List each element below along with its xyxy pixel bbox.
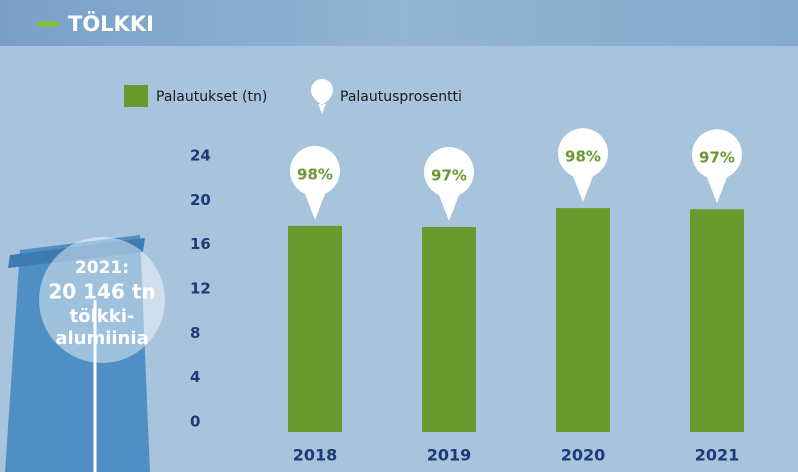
legend-label: Palautusprosentti (340, 89, 462, 105)
y-tick-label: 0 (190, 413, 200, 431)
x-tick-label: 2020 (561, 446, 606, 465)
y-tick-label: 12 (190, 280, 211, 298)
percent-label: 98% (297, 165, 333, 183)
y-tick-label: 24 (190, 147, 211, 165)
annotation-line: 20 146 tn (48, 280, 155, 304)
y-tick-label: 16 (190, 235, 211, 253)
legend-swatch (124, 85, 148, 107)
title-dash (38, 21, 58, 27)
percent-label: 97% (431, 166, 467, 184)
bar (288, 226, 342, 432)
bar (422, 227, 476, 432)
x-tick-label: 2018 (293, 446, 338, 465)
y-tick-label: 8 (190, 324, 200, 342)
y-tick-label: 4 (190, 368, 200, 386)
bar (690, 209, 744, 432)
percent-label: 98% (565, 148, 601, 166)
bar (556, 208, 610, 432)
annotation-line: 2021: (75, 258, 129, 278)
y-tick-label: 20 (190, 191, 211, 209)
legend-label: Palautukset (tn) (156, 89, 267, 105)
annotation-line: tölkki- (70, 306, 135, 327)
x-tick-label: 2021 (695, 446, 740, 465)
chart-title: TÖLKKI (68, 11, 154, 36)
annotation-line: alumiinia (55, 328, 148, 349)
percent-label: 97% (699, 149, 735, 167)
x-tick-label: 2019 (427, 446, 472, 465)
chart: TÖLKKI Palautukset (tn) Palautusprosentti… (0, 0, 798, 472)
